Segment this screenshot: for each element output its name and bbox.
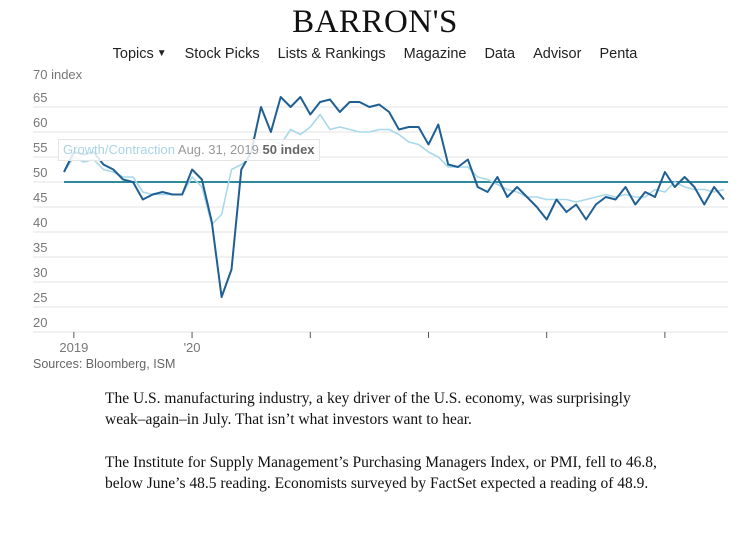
y-tick-label: 25 [33, 290, 47, 305]
nav-lists-rankings[interactable]: Lists & Rankings [277, 46, 386, 62]
barrons-logo[interactable]: BARRON'S [292, 4, 458, 40]
x-tick-label: '20 [184, 340, 201, 355]
nav-stock-picks[interactable]: Stock Picks [184, 46, 260, 62]
nav-penta[interactable]: Penta [599, 46, 638, 62]
y-tick-label: 45 [33, 190, 47, 205]
tooltip-series: Growth/Contraction [63, 142, 175, 157]
y-tick-label: 50 [33, 165, 47, 180]
article-body: The U.S. manufacturing industry, a key d… [105, 388, 665, 516]
main-nav: Topics ▼ Stock Picks Lists & Rankings Mag… [0, 46, 750, 62]
article-paragraph: The Institute for Supply Management’s Pu… [105, 454, 657, 492]
article-paragraph: The U.S. manufacturing industry, a key d… [105, 390, 631, 428]
tooltip-date: Aug. 31, 2019 [177, 142, 259, 157]
chevron-down-icon: ▼ [156, 48, 167, 59]
y-tick-label: 35 [33, 240, 47, 255]
series-line-light [63, 113, 725, 226]
y-tick-label: 30 [33, 265, 47, 280]
nav-magazine[interactable]: Magazine [403, 46, 467, 62]
tooltip-value: 50 index [262, 142, 315, 157]
pmi-chart: 70 index 65 60 55 50 45 40 35 30 25 20 2019 '20 [33, 67, 728, 355]
chart-tooltip: Growth/Contraction Aug. 31, 2019 50 inde… [58, 139, 320, 161]
chart-source: Sources: Bloomberg, ISM [33, 357, 176, 371]
nav-advisor[interactable]: Advisor [533, 46, 582, 62]
y-tick-label: 40 [33, 215, 47, 230]
nav-data[interactable]: Data [484, 46, 516, 62]
nav-topics[interactable]: Topics ▼ [112, 46, 167, 62]
y-tick-label: 60 [33, 115, 47, 130]
y-tick-label: 55 [33, 140, 47, 155]
x-tick-label: 2019 [59, 340, 88, 355]
series-line-dark [63, 96, 725, 298]
y-tick-label: 65 [33, 90, 47, 105]
y-axis-label: 70 index [33, 67, 83, 82]
y-tick-label: 20 [33, 315, 47, 330]
